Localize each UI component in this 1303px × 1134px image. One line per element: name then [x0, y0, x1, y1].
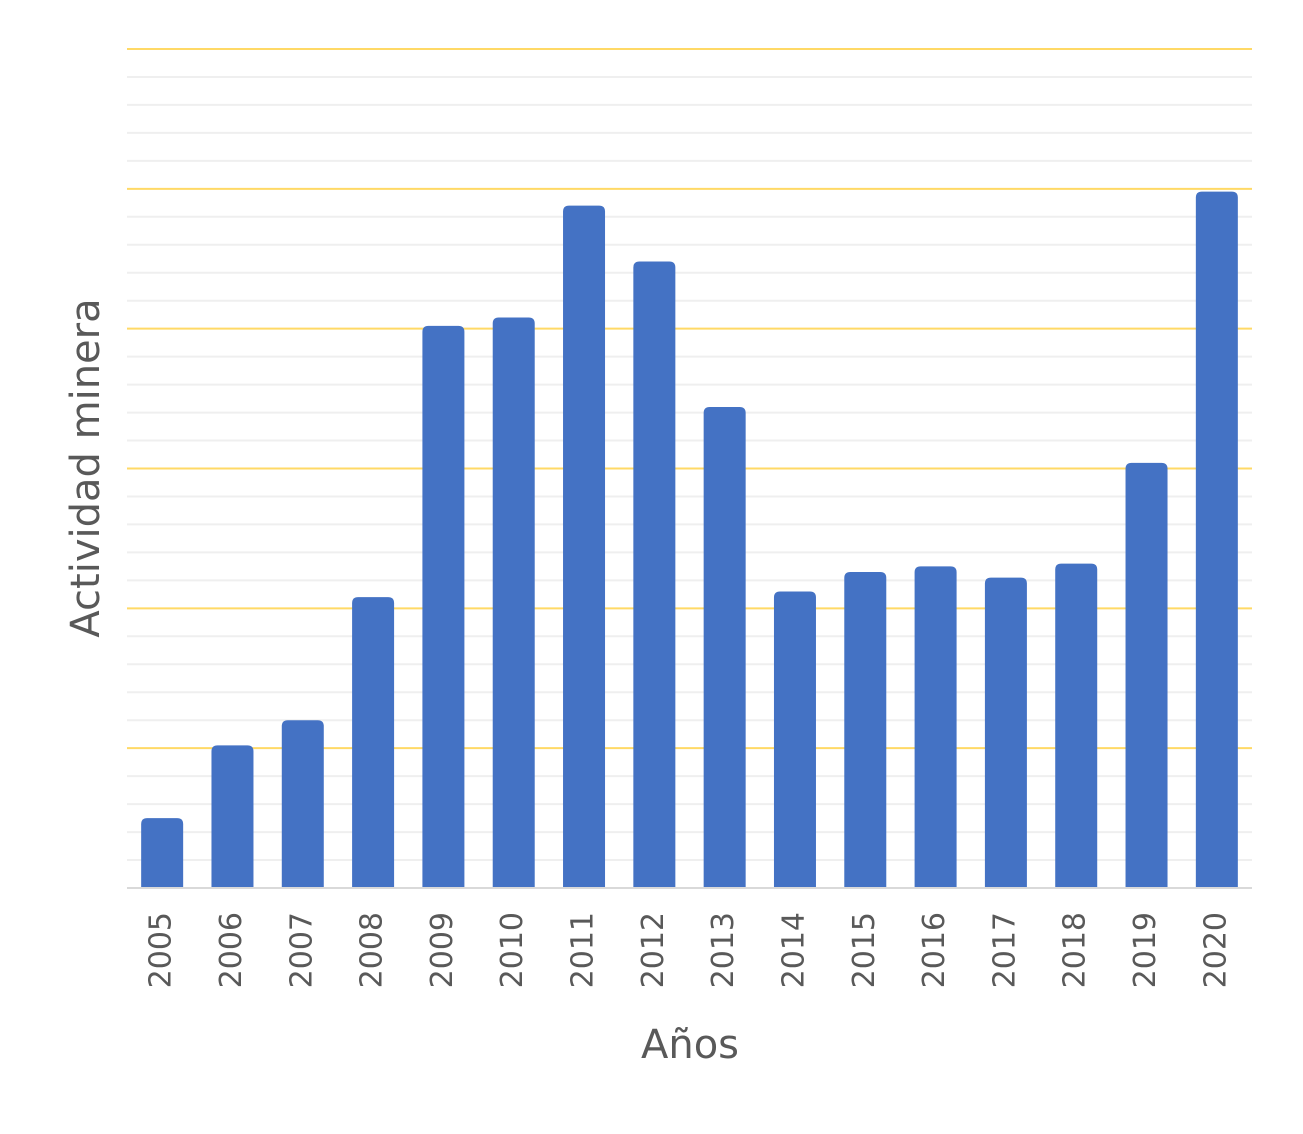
x-tick-label: 2009 [425, 912, 460, 988]
x-tick-label: 2020 [1198, 912, 1233, 988]
bar [422, 325, 465, 888]
x-tick-label: 2012 [636, 912, 671, 988]
x-tick-label: 2016 [917, 912, 952, 988]
x-tick-label: 2017 [987, 912, 1022, 988]
x-tick-label: 2010 [495, 912, 530, 988]
bar [773, 591, 816, 888]
bar [1195, 191, 1238, 888]
bar [633, 261, 676, 889]
x-tick-label: 2006 [214, 912, 249, 988]
bar [914, 566, 957, 888]
x-tick-label: 2013 [706, 912, 741, 988]
x-tick-label: 2014 [776, 912, 811, 988]
y-axis-title: Actividad minera [63, 298, 109, 637]
bar [563, 205, 606, 888]
bar [984, 577, 1027, 888]
bar [703, 406, 746, 888]
x-tick-label: 2011 [566, 912, 601, 988]
bar [844, 571, 887, 888]
bar [211, 745, 254, 888]
x-tick-label: 2015 [847, 912, 882, 988]
x-tick-label: 2005 [144, 912, 179, 988]
x-tick-label: 2018 [1058, 912, 1093, 988]
bar [352, 597, 395, 888]
x-axis-title: Años [641, 1022, 739, 1068]
bar [1125, 462, 1168, 888]
x-tick-label: 2007 [284, 912, 319, 988]
x-tick-label: 2019 [1128, 912, 1163, 988]
bar [492, 317, 535, 889]
bar [281, 720, 324, 888]
x-tick-label: 2008 [355, 912, 390, 988]
bar [141, 818, 184, 888]
bar [1055, 563, 1098, 888]
